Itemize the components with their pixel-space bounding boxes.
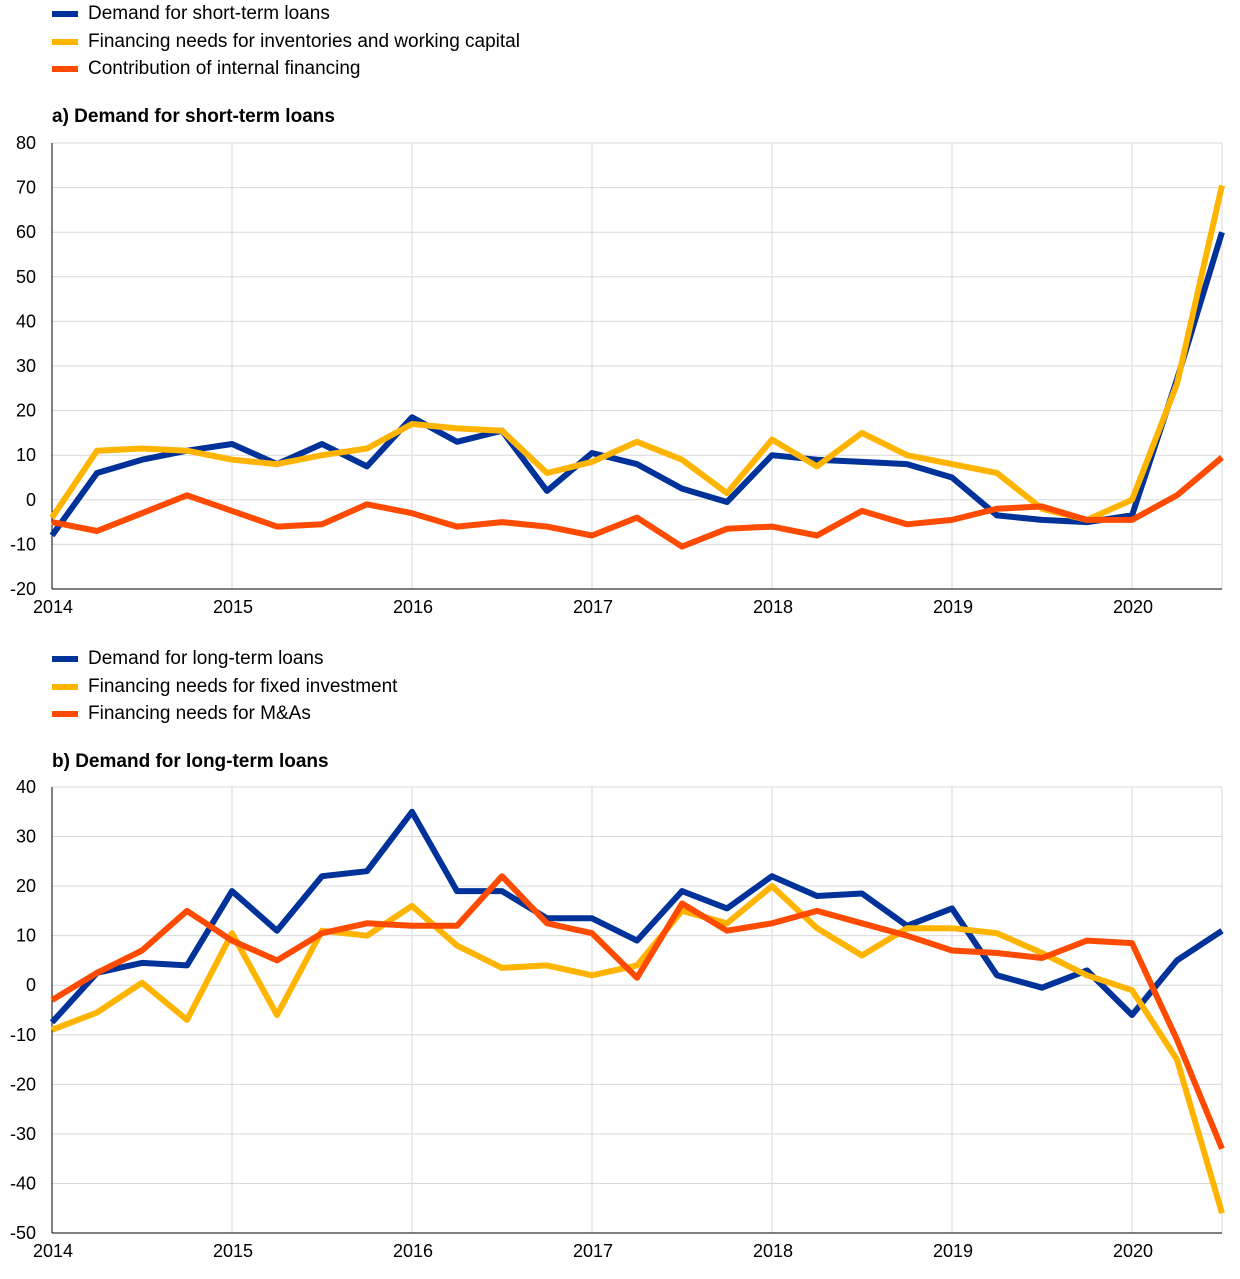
y-tick-label: 10 (16, 926, 36, 946)
y-tick-label: 50 (16, 267, 36, 287)
series-line-3 (51, 455, 1224, 550)
x-tick-label: 2017 (573, 597, 613, 617)
x-tick-label: 2014 (33, 597, 73, 617)
y-tick-label: -20 (10, 1074, 36, 1094)
y-tick-label: 30 (16, 356, 36, 376)
x-tick-label: 2014 (33, 1241, 73, 1261)
y-tick-label: 40 (16, 777, 36, 797)
series-line-1 (49, 808, 1224, 1025)
legend-swatch (52, 683, 78, 690)
y-tick-label: -10 (10, 534, 36, 554)
y-tick-label: -50 (10, 1223, 36, 1243)
legend-swatch (52, 38, 78, 45)
legend-label: Demand for long-term loans (88, 648, 324, 669)
x-tick-label: 2016 (393, 1241, 433, 1261)
y-tick-label: 70 (16, 178, 36, 198)
y-tick-label: -20 (10, 579, 36, 599)
y-tick-label: 80 (16, 133, 36, 153)
x-tick-label: 2019 (933, 597, 973, 617)
x-tick-label: 2019 (933, 1241, 973, 1261)
y-tick-label: 10 (16, 445, 36, 465)
y-tick-label: -10 (10, 1025, 36, 1045)
legend-label: Financing needs for fixed investment (88, 675, 398, 697)
legend-swatch (52, 656, 78, 662)
y-tick-label: -30 (10, 1124, 36, 1144)
y-tick-label: 40 (16, 311, 36, 331)
legend-swatch (52, 66, 78, 72)
y-tick-label: 0 (26, 975, 36, 995)
series-line-1 (49, 231, 1225, 538)
y-tick-label: 20 (16, 401, 36, 421)
x-tick-label: 2017 (573, 1241, 613, 1261)
series-line-2 (50, 883, 1225, 1215)
y-tick-label: 60 (16, 222, 36, 242)
series-line-2 (49, 184, 1225, 523)
legend-swatch (52, 11, 78, 17)
chart-title-a: a) Demand for short-term loans (52, 106, 335, 127)
legend-label: Demand for short-term loans (88, 3, 330, 24)
y-tick-label: 0 (26, 490, 36, 510)
legend-swatch (52, 711, 78, 717)
x-tick-label: 2020 (1113, 1241, 1153, 1261)
x-tick-label: 2016 (393, 597, 433, 617)
x-tick-label: 2015 (213, 1241, 253, 1261)
x-tick-label: 2020 (1113, 597, 1153, 617)
x-tick-label: 2018 (753, 597, 793, 617)
series-line-3 (50, 873, 1225, 1150)
y-tick-label: 20 (16, 876, 36, 896)
y-tick-label: 30 (16, 827, 36, 847)
x-tick-label: 2015 (213, 597, 253, 617)
y-tick-label: -40 (10, 1173, 36, 1193)
legend-label: Financing needs for inventories and work… (88, 30, 520, 52)
x-tick-label: 2018 (753, 1241, 793, 1261)
chart-title-b: b) Demand for long-term loans (52, 751, 329, 772)
legend-label: Financing needs for M&As (88, 703, 311, 724)
legend-label: Contribution of internal financing (88, 58, 361, 79)
